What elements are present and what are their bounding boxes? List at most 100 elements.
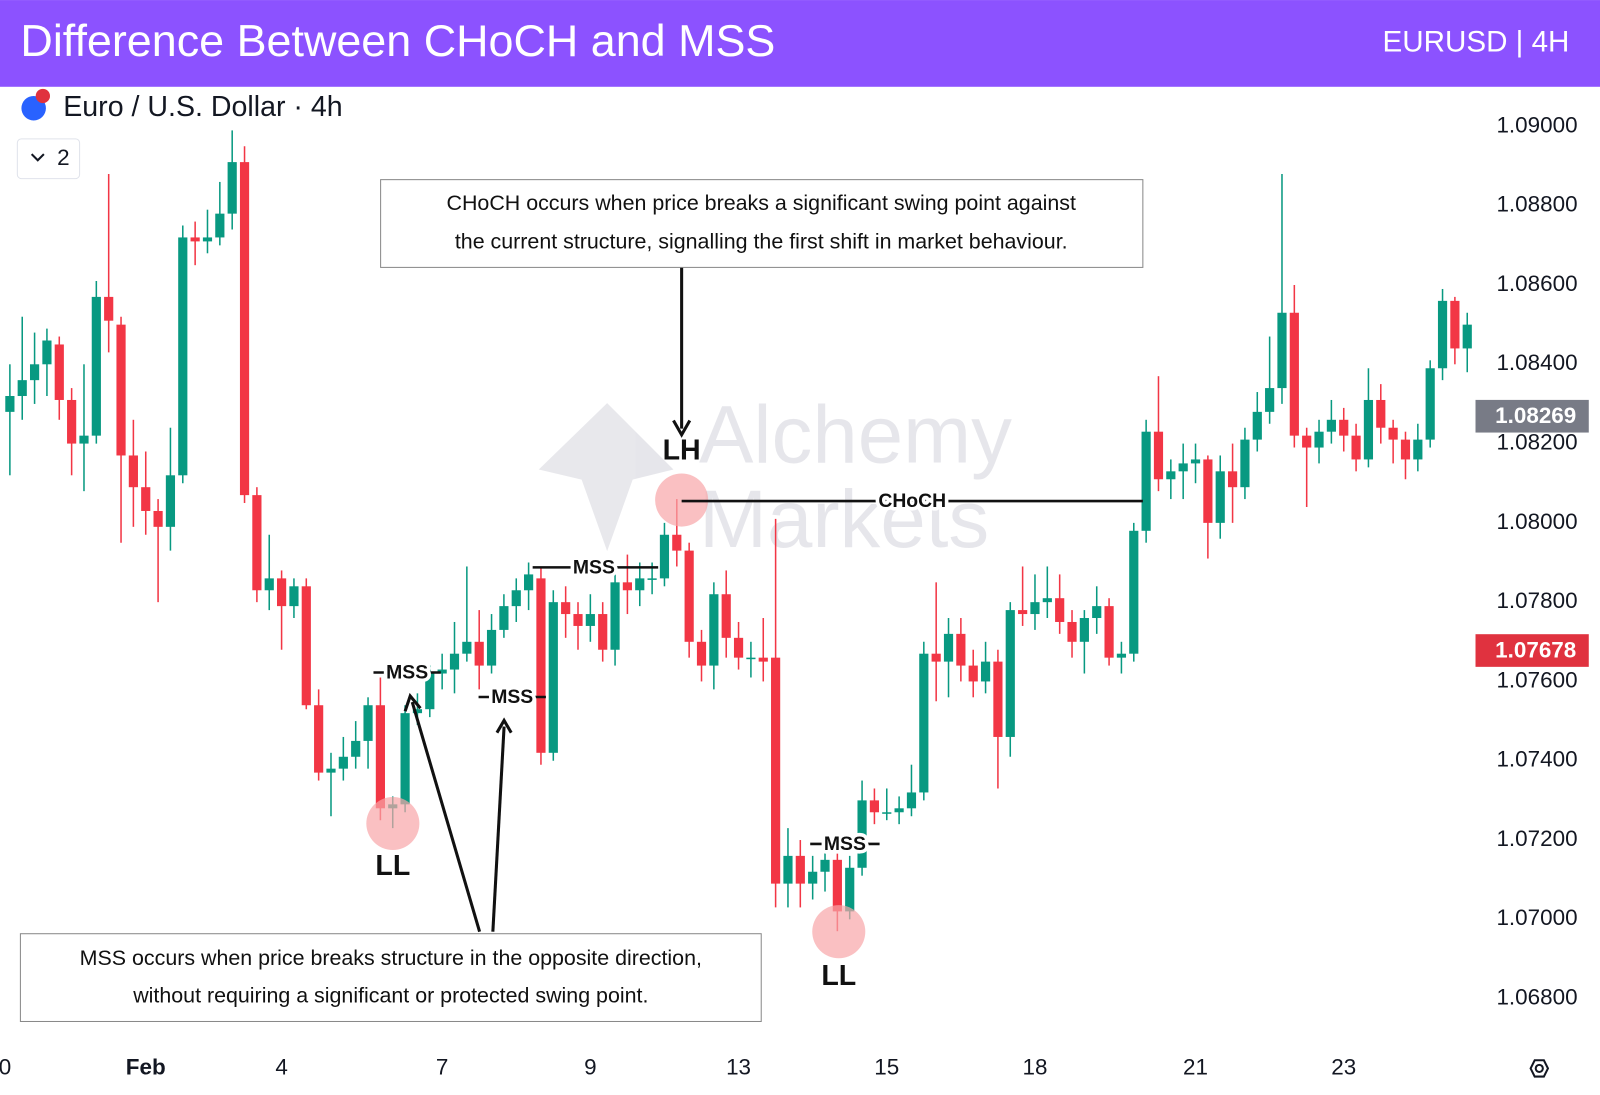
candle-body (585, 614, 595, 626)
plot (5, 130, 1472, 932)
x-tick-label: 4 (275, 1054, 287, 1079)
candle-body (1339, 419, 1349, 436)
candle-body (351, 740, 361, 757)
y-tick-label: 1.08200 (1496, 430, 1577, 455)
candle-body (67, 399, 77, 444)
candle-body (1400, 439, 1411, 460)
candle-body (412, 709, 423, 714)
x-tick-label: 23 (1331, 1054, 1356, 1079)
candle-body (783, 855, 793, 884)
arrow-head (495, 717, 513, 734)
candle-body (474, 641, 484, 666)
watermark-text: Alchemy (699, 389, 1012, 480)
candle-body (239, 162, 250, 496)
x-tick-label: 21 (1183, 1054, 1208, 1079)
indicator-count: 2 (57, 145, 69, 170)
arrow (491, 726, 506, 932)
x-tick-label: 9 (584, 1054, 596, 1079)
candle-body (808, 871, 818, 884)
candle-body (1166, 471, 1176, 480)
candle-body (1326, 419, 1336, 432)
mss-label: MSS (386, 662, 428, 684)
swing-label: LL (821, 960, 856, 992)
x-tick-label: 18 (1022, 1054, 1047, 1079)
mss-label: MSS (491, 686, 533, 708)
candle-body (561, 602, 571, 615)
candle-body (919, 653, 929, 793)
header-title: Difference Between CHoCH and MSS (20, 15, 775, 66)
x-tick-label: Feb (126, 1054, 166, 1079)
price-tag (1475, 399, 1589, 433)
y-tick-label: 1.07600 (1496, 667, 1577, 692)
candle-body (931, 653, 941, 662)
candle-body (190, 237, 200, 242)
y-tick-label: 1.08800 (1496, 192, 1577, 217)
candle-body (91, 296, 101, 436)
y-tick-label: 1.07400 (1496, 747, 1577, 772)
candle-body (758, 657, 768, 662)
candle-body (882, 812, 892, 814)
candle-body (746, 657, 756, 660)
candle-body (202, 237, 213, 242)
note-text: MSS occurs when price breaks structure i… (80, 946, 702, 970)
candle-body (400, 713, 410, 805)
candle-body (449, 653, 460, 670)
candle-body (1178, 463, 1188, 472)
settings-hex[interactable] (1529, 1059, 1550, 1078)
candle-body (1227, 471, 1238, 488)
candle-body (820, 859, 830, 872)
candle-body (943, 633, 954, 662)
candle-body (622, 582, 632, 591)
symbol-icon (35, 88, 50, 104)
header-bar (0, 0, 1600, 87)
candle-body (462, 641, 472, 654)
candle-body (1437, 300, 1448, 369)
candle-body (1104, 606, 1114, 658)
header-badge: EURUSD | 4H (1383, 26, 1570, 59)
settings-icon[interactable] (1529, 1059, 1550, 1078)
candle-body (437, 669, 447, 674)
candle-body (1153, 431, 1164, 480)
indicator-toggle[interactable] (16, 138, 81, 180)
candle-body (968, 665, 978, 682)
candle-body (684, 550, 694, 642)
candle-body (1042, 598, 1052, 603)
candle-body (598, 614, 608, 650)
arrow-head (403, 692, 422, 712)
chevron (30, 153, 45, 162)
candle-body (1067, 621, 1077, 642)
watermark-logo (538, 403, 674, 552)
candle-body (696, 641, 707, 666)
annotations: LH LL LL CHoCH MSS MSS MSS MSS CHoCH occ… (19, 179, 1144, 1022)
settings-dot (1534, 1063, 1544, 1074)
candle-body (894, 808, 904, 813)
price-tag-label: 1.07678 (1495, 637, 1576, 662)
note-text: CHoCH occurs when price breaks a signifi… (447, 191, 1076, 215)
candle-body (536, 578, 546, 753)
candle-body (1030, 602, 1040, 615)
candle-body (993, 661, 1003, 737)
candle-body (1129, 530, 1139, 654)
y-tick-label: 1.08000 (1496, 509, 1577, 534)
candle-body (338, 756, 348, 769)
candle-body (709, 594, 719, 666)
mss-label: MSS (824, 833, 866, 855)
x-tick-label: 15 (874, 1054, 899, 1079)
y-tick-label: 1.07200 (1496, 826, 1577, 851)
candle-body (301, 586, 311, 706)
candle-body (573, 614, 583, 626)
candle-body (635, 578, 645, 591)
candle-body (771, 657, 781, 884)
candle-body (5, 396, 15, 412)
candle-body (178, 237, 188, 476)
candle-body (1351, 435, 1361, 460)
candle-body (264, 578, 274, 591)
candle-body (980, 661, 991, 682)
candle-body (276, 578, 287, 607)
mss-label: MSS (573, 557, 615, 579)
symbol-name: Euro / U.S. Dollar · 4h (63, 91, 342, 123)
candle-body (17, 380, 27, 397)
y-tick-label: 1.07800 (1496, 588, 1577, 613)
candle-body (79, 435, 89, 444)
